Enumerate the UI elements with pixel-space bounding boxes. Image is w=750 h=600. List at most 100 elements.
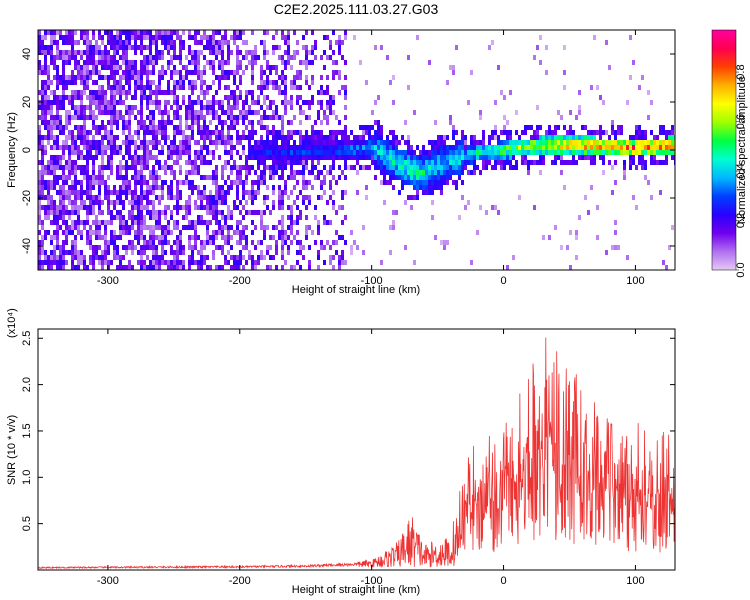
spectrogram-cell bbox=[662, 140, 665, 145]
spectrogram-cell bbox=[290, 175, 293, 180]
spectrogram-cell bbox=[392, 100, 395, 105]
spectrogram-cell bbox=[230, 255, 233, 260]
spectrogram-cell bbox=[308, 50, 311, 55]
spectrogram-cell bbox=[359, 155, 362, 160]
spectrogram-cell bbox=[236, 165, 239, 170]
spectrogram-cell bbox=[146, 125, 149, 130]
spectrogram-cell bbox=[53, 180, 56, 185]
spectrogram-cell bbox=[284, 135, 287, 140]
spectrogram-cell bbox=[299, 140, 302, 145]
spectrogram-cell bbox=[620, 130, 623, 135]
spectrogram-cell bbox=[311, 130, 314, 135]
spectrogram-cell bbox=[284, 90, 287, 95]
spectrogram-cell bbox=[92, 120, 95, 125]
spectrogram-cell bbox=[269, 105, 272, 110]
spectrogram-cell bbox=[53, 115, 56, 120]
spectrogram-cell bbox=[77, 135, 80, 140]
spectrogram-cell bbox=[77, 265, 80, 270]
spectrogram-cell bbox=[467, 170, 470, 175]
spectrogram-cell bbox=[302, 100, 305, 105]
spectrogram-cell bbox=[194, 170, 197, 175]
spectrogram-cell bbox=[461, 170, 464, 175]
spectrogram-cell bbox=[80, 80, 83, 85]
spectrogram-cell bbox=[392, 145, 395, 150]
spectrogram-cell bbox=[182, 75, 185, 80]
spectrogram-cell bbox=[182, 225, 185, 230]
spectrogram-cell bbox=[167, 155, 170, 160]
spectrogram-cell bbox=[653, 140, 656, 145]
spectrogram-cell bbox=[458, 170, 461, 175]
spectrogram-cell bbox=[116, 30, 119, 35]
spectrogram-cell bbox=[419, 175, 422, 180]
spectrogram-cell bbox=[158, 160, 161, 165]
spectrogram-cell bbox=[251, 75, 254, 80]
spectrogram-cell bbox=[449, 115, 452, 120]
spectrogram-cell bbox=[335, 210, 338, 215]
spectrogram-cell bbox=[281, 90, 284, 95]
spectrogram-cell bbox=[221, 60, 224, 65]
spectrogram-cell bbox=[251, 60, 254, 65]
spectrogram-cell bbox=[47, 185, 50, 190]
spectrogram-cell bbox=[218, 75, 221, 80]
spectrogram-cell bbox=[167, 110, 170, 115]
spectrogram-cell bbox=[395, 165, 398, 170]
spectrogram-cell bbox=[206, 195, 209, 200]
spectrogram-cell bbox=[281, 215, 284, 220]
spectrogram-cell bbox=[65, 40, 68, 45]
spectrogram-cell bbox=[638, 125, 641, 130]
spectrogram-cell bbox=[434, 145, 437, 150]
spectrogram-cell bbox=[587, 135, 590, 140]
spectrogram-cell bbox=[56, 145, 59, 150]
spectrogram-cell bbox=[173, 250, 176, 255]
spectrogram-cell bbox=[74, 200, 77, 205]
spectrogram-cell bbox=[632, 60, 635, 65]
spectrogram-cell bbox=[539, 135, 542, 140]
spectrogram-cell bbox=[179, 55, 182, 60]
spectrogram-cell bbox=[95, 235, 98, 240]
spectrogram-cell bbox=[113, 50, 116, 55]
spectrogram-cell bbox=[323, 65, 326, 70]
spectrogram-cell bbox=[77, 210, 80, 215]
spectrogram-cell bbox=[104, 110, 107, 115]
spectrogram-cell bbox=[56, 210, 59, 215]
spectrogram-cell bbox=[476, 145, 479, 150]
spectrogram-cell bbox=[104, 245, 107, 250]
spectrogram-cell bbox=[227, 135, 230, 140]
spectrogram-cell bbox=[278, 85, 281, 90]
spectrogram-cell bbox=[281, 125, 284, 130]
spectrogram-cell bbox=[251, 255, 254, 260]
spectrogram-cell bbox=[176, 195, 179, 200]
spectrogram-cell bbox=[239, 80, 242, 85]
spectrogram-cell bbox=[515, 130, 518, 135]
spectrogram-cell bbox=[251, 130, 254, 135]
spectrogram-cell bbox=[254, 110, 257, 115]
spectrogram-cell bbox=[620, 145, 623, 150]
spectrogram-cell bbox=[47, 160, 50, 165]
spectrogram-cell bbox=[503, 130, 506, 135]
spectrogram-cell bbox=[146, 100, 149, 105]
spectrogram-cell bbox=[116, 115, 119, 120]
spectrogram-cell bbox=[518, 135, 521, 140]
spectrogram-cell bbox=[470, 150, 473, 155]
spectrogram-cell bbox=[203, 65, 206, 70]
spectrogram-cell bbox=[221, 175, 224, 180]
spectrogram-cell bbox=[212, 175, 215, 180]
spectrogram-cell bbox=[113, 80, 116, 85]
spectrogram-cell bbox=[665, 130, 668, 135]
spectrogram-cell bbox=[191, 260, 194, 265]
spectrogram-cell bbox=[506, 160, 509, 165]
spectrogram-cell bbox=[122, 230, 125, 235]
spectrogram-cell bbox=[122, 255, 125, 260]
spectrogram-cell bbox=[431, 185, 434, 190]
spectrogram-cell bbox=[353, 140, 356, 145]
spectrogram-cell bbox=[104, 100, 107, 105]
spectrogram-cell bbox=[107, 155, 110, 160]
spectrogram-cell bbox=[104, 55, 107, 60]
spectrogram-cell bbox=[125, 95, 128, 100]
spectrogram-cell bbox=[563, 185, 566, 190]
spectrogram-cell bbox=[188, 145, 191, 150]
spectrogram-cell bbox=[95, 60, 98, 65]
spectrogram-cell bbox=[641, 140, 644, 145]
spectrogram-cell bbox=[71, 255, 74, 260]
spectrogram-cell bbox=[131, 165, 134, 170]
